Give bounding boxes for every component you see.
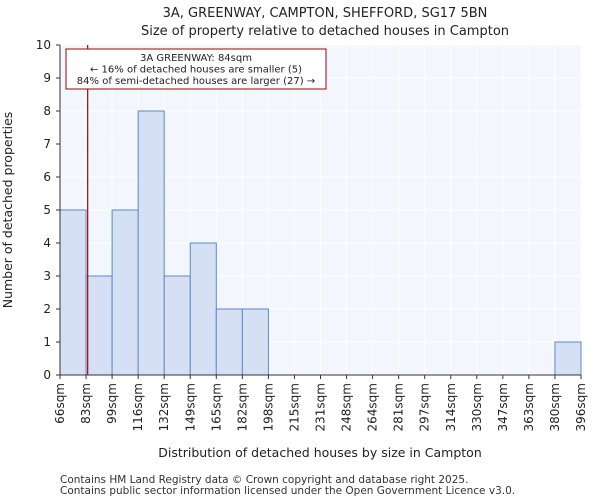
x-tick-label: 347sqm (496, 383, 510, 431)
annotation-line: 3A GREENWAY: 84sqm (140, 53, 252, 64)
x-tick-label: 66sqm (53, 383, 67, 424)
bar (137, 110, 165, 376)
footer-line-1: Contains HM Land Registry data © Crown c… (60, 474, 468, 486)
y-tick-label: 1 (43, 335, 51, 349)
x-axis-label: Distribution of detached houses by size … (158, 445, 482, 460)
x-tick-label: 165sqm (209, 383, 223, 431)
x-tick-label: 149sqm (183, 383, 197, 431)
y-tick-label: 6 (43, 170, 51, 184)
annotation-line: 84% of semi-detached houses are larger (… (77, 76, 315, 87)
x-tick-label: 215sqm (287, 383, 301, 431)
y-tick-label: 2 (43, 302, 51, 316)
annotation-line: ← 16% of detached houses are smaller (5) (90, 65, 302, 76)
y-tick-label: 5 (43, 203, 51, 217)
x-tick-label: 83sqm (79, 383, 93, 424)
x-tick-label: 297sqm (418, 383, 432, 431)
x-tick-label: 264sqm (366, 383, 380, 431)
x-tick-label: 396sqm (574, 383, 588, 431)
x-tick-label: 380sqm (548, 383, 562, 431)
y-tick-label: 3 (43, 269, 51, 283)
x-tick-label: 363sqm (522, 383, 536, 431)
y-axis-label: Number of detached properties (0, 112, 15, 309)
bar (215, 308, 243, 376)
bar (111, 209, 139, 376)
bar (554, 341, 582, 376)
chart-subtitle: Size of property relative to detached ho… (141, 24, 509, 39)
x-tick-label: 281sqm (392, 383, 406, 431)
y-axis-ticks: 0 1 2 3 4 5 6 7 8 9 10 (36, 38, 60, 382)
y-tick-label: 4 (43, 236, 51, 250)
x-tick-label: 248sqm (340, 383, 354, 431)
x-tick-label: 132sqm (157, 383, 171, 431)
footer-line-2: Contains public sector information licen… (60, 485, 515, 497)
x-tick-label: 330sqm (470, 383, 484, 431)
chart-title: 3A, GREENWAY, CAMPTON, SHEFFORD, SG17 5B… (163, 6, 488, 21)
property-marker: 3A GREENWAY: 84sqm← 16% of detached hous… (65, 45, 327, 375)
x-tick-label: 198sqm (261, 383, 275, 431)
axes (59, 45, 581, 376)
x-tick-label: 314sqm (444, 383, 458, 431)
x-tick-label: 99sqm (105, 383, 119, 424)
y-tick-label: 0 (43, 368, 51, 382)
annotation-box (65, 48, 327, 90)
bars (59, 110, 582, 376)
y-tick-label: 9 (43, 71, 51, 85)
x-tick-label: 116sqm (131, 383, 145, 431)
x-tick-label: 182sqm (235, 383, 249, 431)
y-tick-label: 10 (36, 38, 51, 52)
bar (85, 275, 113, 376)
bar (59, 209, 87, 376)
x-axis-ticks: 66sqm 83sqm 99sqm 116sqm 132sqm 149sqm 165sqm 1… (53, 375, 588, 431)
bar (163, 275, 191, 376)
bar (241, 308, 269, 376)
bar (189, 242, 217, 376)
x-tick-label: 231sqm (314, 383, 328, 431)
y-tick-label: 8 (43, 104, 51, 118)
y-tick-label: 7 (43, 137, 51, 151)
